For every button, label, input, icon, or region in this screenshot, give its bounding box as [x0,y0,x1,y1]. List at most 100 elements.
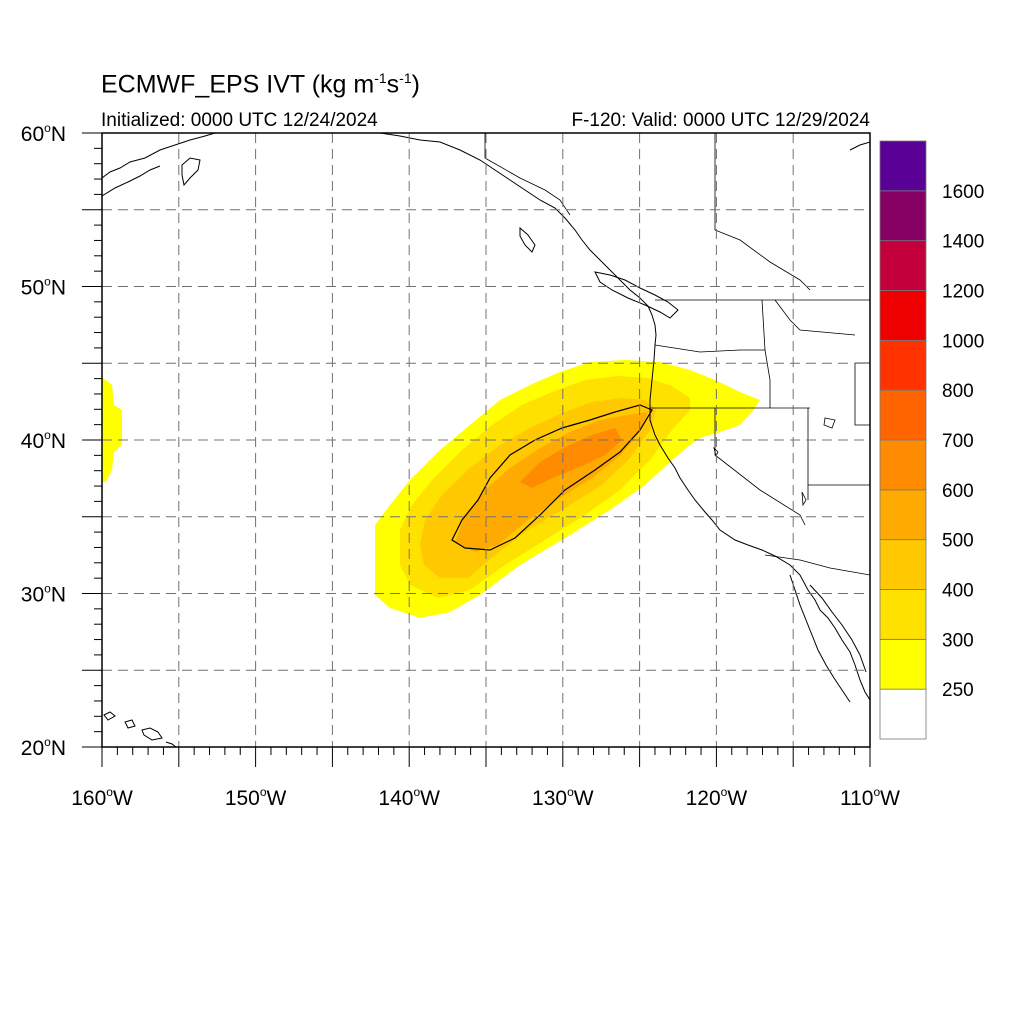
lake-great-salt [823,417,836,429]
degree-symbol: o [260,785,267,799]
lon-tick-hemi: W [420,787,440,810]
border-bc-interior [714,133,811,291]
title-units-mid: s [386,70,400,99]
colorbar-box [879,638,927,690]
degree-symbol: o [721,785,728,799]
lat-tick-label: 60oN [21,121,66,146]
salton-sea [801,491,807,507]
coastline-kodiak [181,157,201,187]
colorbar-box [879,439,927,491]
colorbar-box [879,290,927,341]
chart-title: ECMWF_EPS IVT (kg m-1s-1) [101,70,420,99]
border-ca-nv [714,408,806,526]
title-units-exp1: -1 [374,70,387,86]
degree-symbol: o [44,428,51,442]
coastlines [102,133,870,747]
colorbar-label: 400 [942,581,974,602]
coastline-hawaii-1 [103,711,116,721]
colorbar-box [879,539,927,590]
colorbar-label: 1400 [942,232,984,253]
border-wyoming [854,362,870,426]
lat-tick-value: 30 [21,584,44,607]
degree-symbol: o [873,785,880,799]
degree-symbol: o [44,735,51,749]
ivt-500-contour [451,404,653,551]
border-wa-or [654,344,765,353]
lon-tick-value: 120 [686,787,721,810]
lon-tick-label: 120oW [686,785,748,810]
colorbar-label: 250 [942,680,974,701]
colorbar-box [879,339,927,391]
coastline-alaska-peninsula [102,133,216,179]
lat-tick-hemi: N [51,584,66,607]
coastline-haida-gwaii [519,226,536,253]
lat-tick-value: 20 [21,737,44,760]
lon-tick-label: 160oW [71,785,133,810]
ivt-plume-300-west [102,377,122,482]
colorbar-box [879,489,927,541]
colorbar-label: 1600 [942,182,984,203]
initialized-label: Initialized: 0000 UTC 12/24/2024 [101,110,378,131]
colorbar-label: 1000 [942,331,984,352]
lat-tick-label: 40oN [21,428,66,453]
lon-tick-value: 140 [378,787,413,810]
title-units-prefix: (kg m [311,70,375,99]
coastline-hawaii-3 [141,727,163,741]
coastline-hudson-north [849,141,870,151]
borders [484,133,870,576]
degree-symbol: o [44,582,51,596]
ivt-shading [102,360,760,618]
colorbar-box [879,240,927,291]
colorbar-label: 300 [942,630,974,651]
colorbar-label: 700 [942,431,974,452]
lon-tick-value: 150 [225,787,260,810]
colorbar-box [879,190,927,242]
lon-tick-value: 160 [71,787,106,810]
colorbar-label: 600 [942,481,974,502]
border-montana [774,299,856,336]
lat-tick-label: 50oN [21,275,66,300]
lon-tick-label: 140oW [378,785,440,810]
lat-tick-value: 50 [21,277,44,300]
lon-tick-value: 130 [532,787,567,810]
lon-tick-label: 150oW [225,785,287,810]
colorbar-box [879,140,927,192]
colorbar-label: 800 [942,381,974,402]
lon-tick-hemi: W [574,787,594,810]
lat-tick-hemi: N [51,277,66,300]
coastline-hawaii-2 [124,719,136,729]
lat-tick-label: 30oN [21,582,66,607]
lat-tick-hemi: N [51,430,66,453]
coastline-aleutian-pen-south [102,165,161,197]
colorbar-box [879,688,927,740]
colorbar-box [879,589,927,640]
colorbar-label: 500 [942,531,974,552]
coastline-gulf-california [809,584,867,673]
lat-tick-hemi: N [51,123,66,146]
degree-symbol: o [106,785,113,799]
degree-symbol: o [44,275,51,289]
coastline-baja [789,574,851,703]
graticule [102,133,870,747]
title-model: ECMWF_EPS IVT [101,70,305,99]
title-units-suffix: ) [411,70,420,99]
degree-symbol: o [44,121,51,135]
colorbar-box [879,389,927,441]
axis-ticks [82,132,871,767]
lake-tahoe [713,446,719,458]
lon-tick-hemi: W [880,787,900,810]
lon-tick-label: 110oW [840,785,900,810]
lat-tick-value: 40 [21,430,44,453]
coastline-vancouver-island [594,271,679,319]
degree-symbol: o [567,785,574,799]
border-alaska-canada [484,133,571,216]
border-us-mexico [764,554,870,576]
lat-tick-hemi: N [51,737,66,760]
degree-symbol: o [413,785,420,799]
ivt-plume-700 [520,428,622,488]
lon-tick-label: 130oW [532,785,594,810]
lon-tick-hemi: W [267,787,287,810]
coastline-gulf-alaska [379,133,870,701]
